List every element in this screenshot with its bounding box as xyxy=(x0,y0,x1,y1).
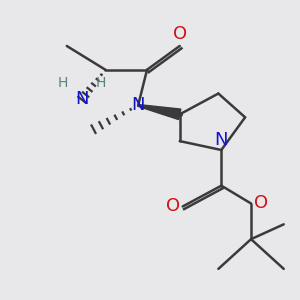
Text: H: H xyxy=(96,76,106,90)
Text: O: O xyxy=(173,25,187,43)
Text: O: O xyxy=(254,194,268,212)
Text: N: N xyxy=(131,96,145,114)
Polygon shape xyxy=(138,104,181,120)
Text: H: H xyxy=(57,76,68,90)
Text: O: O xyxy=(166,197,180,215)
Text: N: N xyxy=(214,130,228,148)
Text: N: N xyxy=(75,91,88,109)
